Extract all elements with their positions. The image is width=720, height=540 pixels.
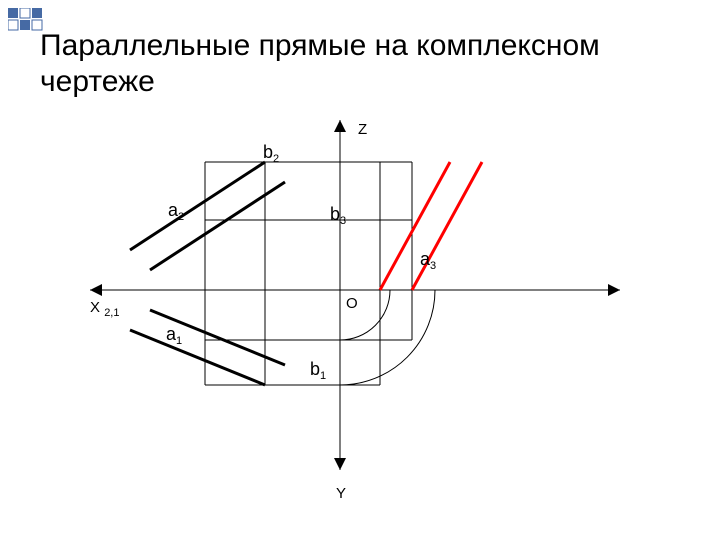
- svg-text:O: O: [346, 295, 358, 312]
- svg-text:a1: a1: [166, 324, 182, 347]
- svg-text:b1: b1: [310, 359, 326, 382]
- slide-title: Параллельные прямые на комплексном черте…: [40, 28, 680, 100]
- svg-text:b2: b2: [263, 142, 279, 165]
- parallel-lines-diagram: X 2,1ZYOa2b2a1b1b3a3: [60, 110, 660, 530]
- svg-text:b3: b3: [330, 204, 346, 227]
- svg-text:Z: Z: [358, 121, 367, 138]
- svg-text:Y: Y: [336, 485, 346, 502]
- diagram-container: X 2,1ZYOa2b2a1b1b3a3: [60, 110, 660, 535]
- svg-text:a2: a2: [168, 200, 184, 223]
- svg-text:X 2,1: X 2,1: [90, 299, 119, 319]
